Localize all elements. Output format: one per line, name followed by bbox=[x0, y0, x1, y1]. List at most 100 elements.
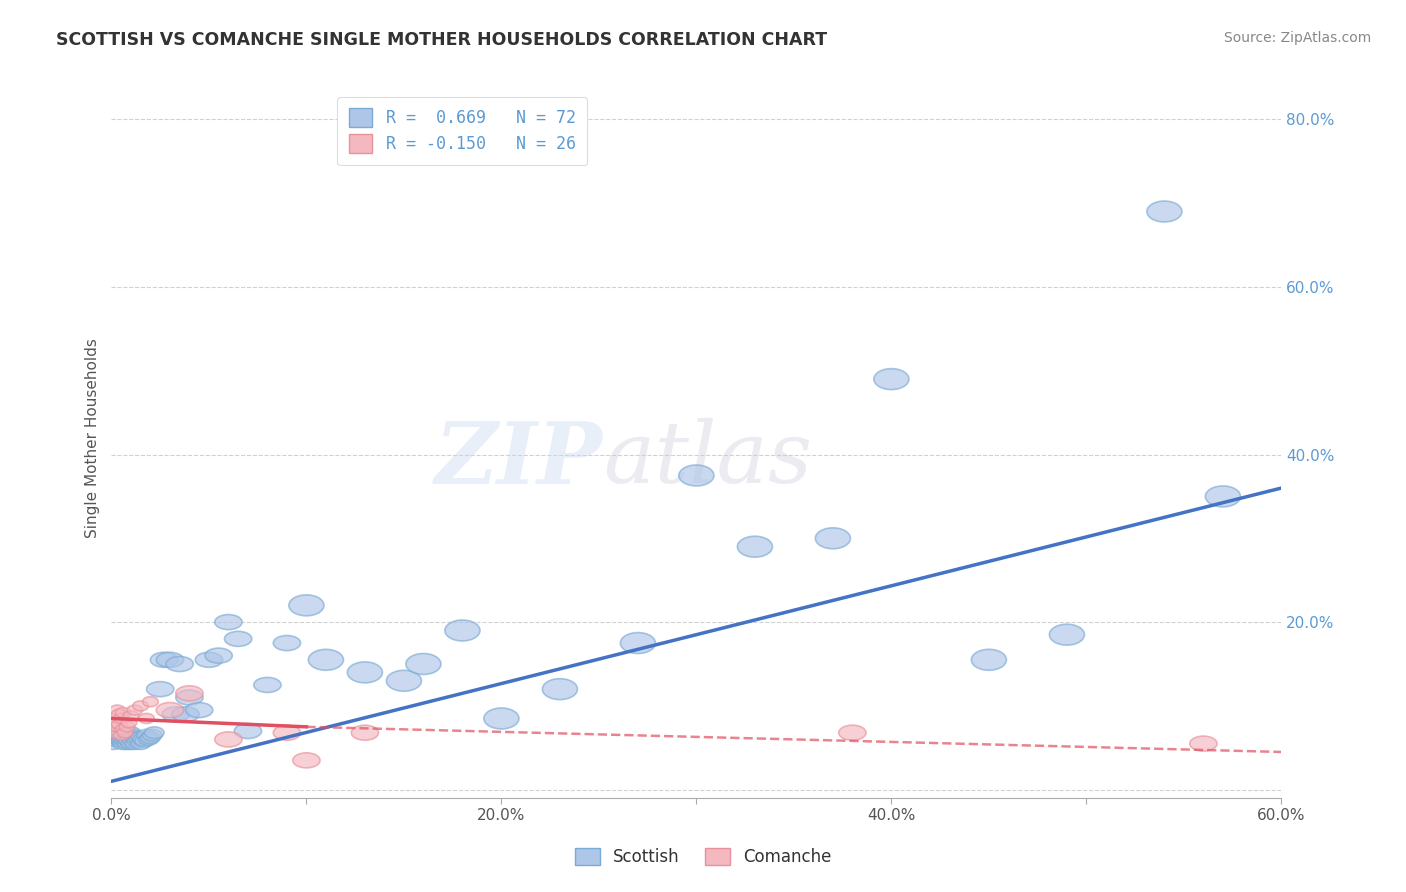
Ellipse shape bbox=[121, 738, 141, 749]
Y-axis label: Single Mother Households: Single Mother Households bbox=[86, 338, 100, 538]
Text: ZIP: ZIP bbox=[434, 417, 603, 501]
Ellipse shape bbox=[110, 733, 129, 746]
Ellipse shape bbox=[186, 703, 212, 718]
Ellipse shape bbox=[117, 728, 132, 738]
Legend: R =  0.669   N = 72, R = -0.150   N = 26: R = 0.669 N = 72, R = -0.150 N = 26 bbox=[337, 96, 588, 165]
Ellipse shape bbox=[124, 730, 142, 741]
Text: SCOTTISH VS COMANCHE SINGLE MOTHER HOUSEHOLDS CORRELATION CHART: SCOTTISH VS COMANCHE SINGLE MOTHER HOUSE… bbox=[56, 31, 827, 49]
Ellipse shape bbox=[111, 731, 131, 744]
Ellipse shape bbox=[114, 730, 132, 741]
Ellipse shape bbox=[142, 730, 162, 741]
Ellipse shape bbox=[543, 679, 578, 699]
Ellipse shape bbox=[117, 733, 136, 746]
Ellipse shape bbox=[972, 649, 1007, 670]
Ellipse shape bbox=[273, 635, 301, 650]
Ellipse shape bbox=[107, 735, 127, 747]
Ellipse shape bbox=[131, 731, 150, 744]
Ellipse shape bbox=[114, 714, 129, 723]
Ellipse shape bbox=[115, 731, 135, 744]
Ellipse shape bbox=[141, 731, 160, 744]
Ellipse shape bbox=[139, 714, 155, 723]
Ellipse shape bbox=[444, 620, 479, 641]
Ellipse shape bbox=[205, 648, 232, 663]
Ellipse shape bbox=[156, 703, 184, 718]
Ellipse shape bbox=[139, 733, 159, 746]
Ellipse shape bbox=[129, 733, 149, 746]
Ellipse shape bbox=[166, 657, 193, 672]
Ellipse shape bbox=[121, 727, 141, 739]
Ellipse shape bbox=[132, 733, 152, 746]
Ellipse shape bbox=[679, 465, 714, 486]
Ellipse shape bbox=[105, 730, 125, 741]
Ellipse shape bbox=[125, 738, 145, 749]
Ellipse shape bbox=[131, 738, 150, 749]
Ellipse shape bbox=[105, 728, 121, 738]
Ellipse shape bbox=[107, 731, 127, 744]
Ellipse shape bbox=[114, 733, 132, 746]
Ellipse shape bbox=[111, 719, 127, 730]
Ellipse shape bbox=[110, 705, 125, 715]
Ellipse shape bbox=[292, 753, 321, 768]
Ellipse shape bbox=[136, 730, 156, 741]
Ellipse shape bbox=[110, 722, 125, 731]
Ellipse shape bbox=[150, 652, 177, 667]
Ellipse shape bbox=[1049, 624, 1084, 645]
Ellipse shape bbox=[107, 718, 124, 728]
Ellipse shape bbox=[176, 690, 202, 705]
Ellipse shape bbox=[225, 632, 252, 647]
Ellipse shape bbox=[737, 536, 772, 558]
Ellipse shape bbox=[120, 722, 135, 731]
Ellipse shape bbox=[172, 706, 200, 722]
Ellipse shape bbox=[176, 686, 202, 701]
Legend: Scottish, Comanche: Scottish, Comanche bbox=[568, 841, 838, 873]
Ellipse shape bbox=[124, 711, 139, 721]
Ellipse shape bbox=[114, 731, 129, 740]
Ellipse shape bbox=[120, 735, 139, 747]
Ellipse shape bbox=[288, 595, 323, 615]
Ellipse shape bbox=[273, 725, 301, 740]
Ellipse shape bbox=[115, 727, 135, 739]
Ellipse shape bbox=[347, 662, 382, 683]
Ellipse shape bbox=[620, 632, 655, 654]
Ellipse shape bbox=[114, 738, 132, 749]
Ellipse shape bbox=[111, 735, 131, 747]
Ellipse shape bbox=[111, 709, 127, 719]
Ellipse shape bbox=[815, 528, 851, 549]
Ellipse shape bbox=[145, 727, 165, 739]
Ellipse shape bbox=[1189, 736, 1218, 751]
Ellipse shape bbox=[253, 677, 281, 692]
Ellipse shape bbox=[195, 652, 222, 667]
Ellipse shape bbox=[839, 725, 866, 740]
Ellipse shape bbox=[105, 733, 125, 746]
Ellipse shape bbox=[125, 731, 145, 744]
Ellipse shape bbox=[124, 735, 142, 747]
Ellipse shape bbox=[120, 730, 139, 741]
Ellipse shape bbox=[352, 725, 378, 740]
Ellipse shape bbox=[107, 727, 127, 739]
Ellipse shape bbox=[115, 707, 131, 718]
Ellipse shape bbox=[117, 738, 136, 749]
Ellipse shape bbox=[387, 670, 422, 691]
Ellipse shape bbox=[156, 652, 184, 667]
Ellipse shape bbox=[111, 727, 131, 739]
Ellipse shape bbox=[235, 723, 262, 739]
Ellipse shape bbox=[406, 654, 441, 674]
Ellipse shape bbox=[215, 615, 242, 630]
Ellipse shape bbox=[115, 724, 131, 734]
Ellipse shape bbox=[308, 649, 343, 670]
Ellipse shape bbox=[1205, 486, 1240, 507]
Ellipse shape bbox=[115, 735, 135, 747]
Ellipse shape bbox=[127, 735, 146, 747]
Ellipse shape bbox=[127, 705, 142, 715]
Text: Source: ZipAtlas.com: Source: ZipAtlas.com bbox=[1223, 31, 1371, 45]
Ellipse shape bbox=[121, 731, 141, 744]
Ellipse shape bbox=[132, 701, 149, 711]
Ellipse shape bbox=[135, 735, 155, 747]
Ellipse shape bbox=[215, 731, 242, 747]
Ellipse shape bbox=[875, 368, 908, 390]
Ellipse shape bbox=[121, 718, 136, 728]
Ellipse shape bbox=[104, 738, 124, 749]
Text: atlas: atlas bbox=[603, 418, 811, 500]
Ellipse shape bbox=[110, 730, 129, 741]
Ellipse shape bbox=[146, 681, 174, 697]
